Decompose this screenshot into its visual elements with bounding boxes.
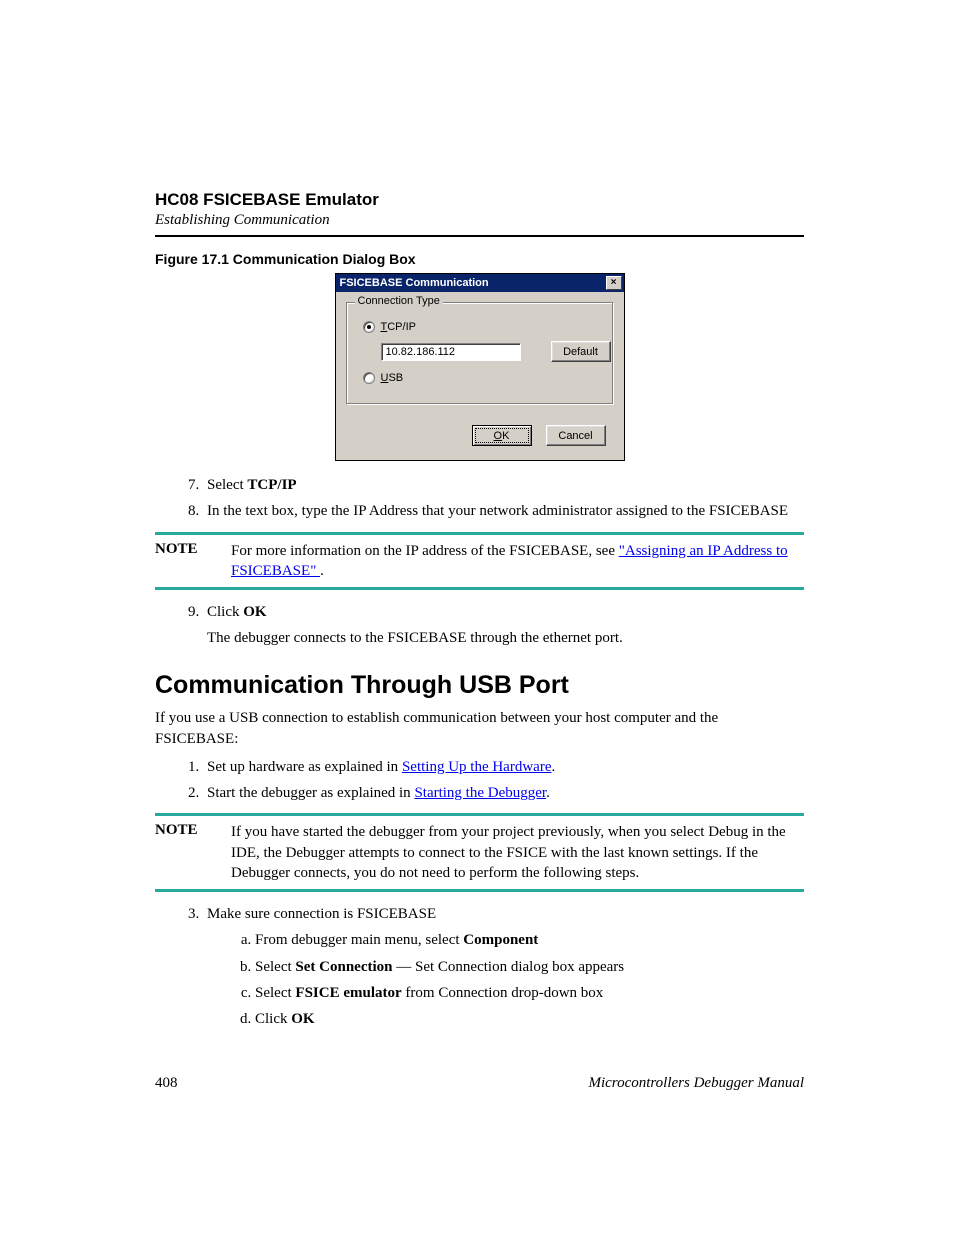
usb-step-3: Make sure connection is FSICEBASE From d… (203, 904, 804, 1029)
radio-tcpip-icon (363, 321, 375, 333)
header-rule (155, 235, 804, 237)
note-2: NOTE If you have started the debugger fr… (155, 813, 804, 892)
dialog-title: FSICEBASE Communication (340, 277, 489, 289)
dialog-titlebar: FSICEBASE Communication × (336, 274, 624, 292)
substep-d: Click OK (255, 1009, 804, 1029)
ok-button[interactable]: OK (472, 425, 532, 446)
substep-b: Select Set Connection — Set Connection d… (255, 957, 804, 977)
dialog-button-row: OK Cancel (346, 423, 614, 450)
usb-step-list-1: Set up hardware as explained in Setting … (155, 757, 804, 804)
connection-type-groupbox: Connection Type TCP/IP Default USB (346, 302, 614, 405)
radio-usb[interactable]: USB (363, 372, 603, 384)
radio-usb-label: USB (381, 372, 404, 384)
groupbox-legend: Connection Type (355, 295, 443, 307)
page-header-title: HC08 FSICEBASE Emulator (155, 190, 804, 210)
step-list-2: Click OK (155, 602, 804, 622)
step-list-1: Select TCP/IP In the text box, type the … (155, 475, 804, 522)
radio-tcpip[interactable]: TCP/IP (363, 321, 603, 333)
note-1-label: NOTE (155, 541, 211, 582)
figure-caption: Figure 17.1 Communication Dialog Box (155, 251, 804, 267)
ip-row: Default (381, 341, 603, 362)
usb-step-2: Start the debugger as explained in Start… (203, 783, 804, 803)
note-2-body: If you have started the debugger from yo… (231, 822, 804, 883)
link-setting-up-hardware[interactable]: Setting Up the Hardware (402, 759, 552, 775)
link-starting-debugger[interactable]: Starting the Debugger (414, 785, 546, 801)
communication-dialog: FSICEBASE Communication × Connection Typ… (335, 273, 625, 461)
dialog-container: FSICEBASE Communication × Connection Typ… (335, 273, 625, 461)
default-button[interactable]: Default (551, 341, 611, 362)
cancel-button[interactable]: Cancel (546, 425, 606, 446)
close-icon[interactable]: × (606, 276, 622, 290)
usb-step-list-2: Make sure connection is FSICEBASE From d… (155, 904, 804, 1029)
page-footer: 408 Microcontrollers Debugger Manual (155, 1075, 804, 1092)
substep-c: Select FSICE emulator from Connection dr… (255, 983, 804, 1003)
radio-tcpip-label: TCP/IP (381, 321, 416, 333)
dialog-body: Connection Type TCP/IP Default USB (336, 292, 624, 460)
ip-address-input[interactable] (381, 343, 521, 361)
section-heading-usb: Communication Through USB Port (155, 671, 804, 700)
usb-step-1: Set up hardware as explained in Setting … (203, 757, 804, 777)
note-1: NOTE For more information on the IP addr… (155, 532, 804, 591)
section-intro: If you use a USB connection to establish… (155, 708, 804, 749)
radio-usb-icon (363, 372, 375, 384)
step-8: In the text box, type the IP Address tha… (203, 501, 804, 521)
note-1-body: For more information on the IP address o… (231, 541, 804, 582)
manual-title: Microcontrollers Debugger Manual (588, 1075, 804, 1092)
step-9: Click OK (203, 602, 804, 622)
page-header-subtitle: Establishing Communication (155, 212, 804, 229)
note-2-label: NOTE (155, 822, 211, 883)
step-9-after: The debugger connects to the FSICEBASE t… (207, 630, 804, 647)
step-7: Select TCP/IP (203, 475, 804, 495)
substep-a: From debugger main menu, select Componen… (255, 930, 804, 950)
page-number: 408 (155, 1075, 178, 1092)
usb-substeps: From debugger main menu, select Componen… (207, 930, 804, 1029)
